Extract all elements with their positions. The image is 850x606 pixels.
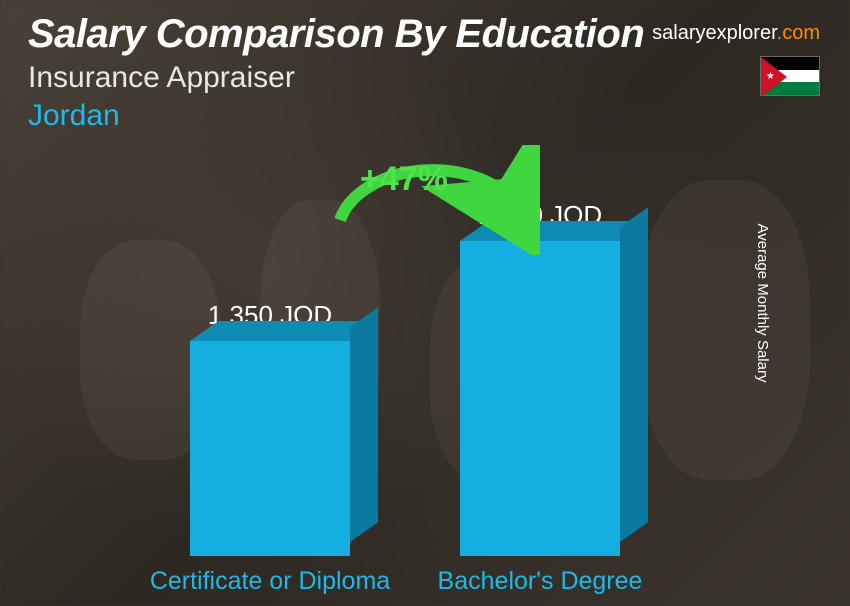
bar-front-2 <box>460 241 620 556</box>
bar-group-1: 1,350 JOD Certificate or Diploma <box>190 300 350 556</box>
brand-logo: salaryexplorer.com <box>652 22 820 45</box>
y-axis-label: Average Monthly Salary <box>754 224 771 383</box>
bar-2 <box>460 241 620 556</box>
job-subtitle: Insurance Appraiser <box>28 61 822 95</box>
brand-part2: .com <box>777 22 820 44</box>
bar-label-1: Certificate or Diploma <box>150 567 390 596</box>
bar-side-1 <box>350 307 378 542</box>
brand-part1: salaryexplorer <box>652 22 777 44</box>
country-flag: ★ <box>760 56 820 96</box>
bar-label-2: Bachelor's Degree <box>438 567 643 596</box>
flag-star: ★ <box>766 72 775 82</box>
increase-percent: +47% <box>360 160 448 199</box>
country-name: Jordan <box>28 99 822 133</box>
bar-1 <box>190 341 350 556</box>
bar-front-1 <box>190 341 350 556</box>
bar-side-2 <box>620 207 648 542</box>
